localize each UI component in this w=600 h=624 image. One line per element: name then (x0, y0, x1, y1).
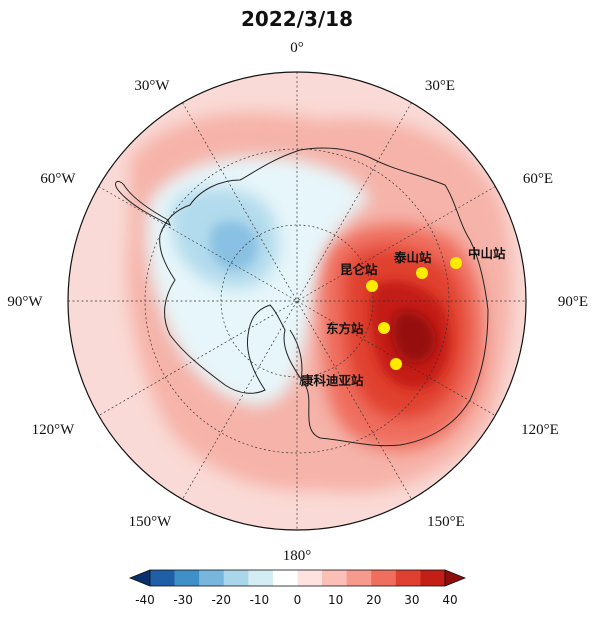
colorbar-cell (420, 570, 446, 586)
colorbar-cell (272, 570, 298, 586)
lon-label-60w: 60°W (40, 171, 76, 187)
lon-label-30w: 30°W (134, 78, 170, 94)
lon-label-180: 180° (283, 548, 312, 564)
colorbar-tick-label: 20 (366, 593, 381, 607)
colorbar-cell (346, 570, 372, 586)
station-label-vostok: 东方站 (326, 321, 364, 336)
colorbar-cell (248, 570, 274, 586)
colorbar-left-tip (128, 569, 151, 587)
lon-label-150e: 150°E (427, 514, 465, 530)
station-marker-kunlun[interactable] (366, 280, 378, 292)
lon-label-0: 0° (290, 40, 304, 56)
stations: 昆仑站 泰山站 中山站 东方站 康科迪亚站 (301, 246, 506, 388)
lon-label-90e: 90°E (558, 294, 588, 310)
station-label-taishan: 泰山站 (393, 250, 432, 265)
colorbar-tick-label: 40 (442, 593, 457, 607)
lon-label-120w: 120°W (32, 422, 75, 438)
colorbar-tick-label: 10 (328, 593, 343, 607)
graticule (68, 72, 526, 530)
station-marker-zhongshan[interactable] (450, 257, 462, 269)
colorbar-cell (150, 570, 175, 586)
colorbar-cell (395, 570, 421, 586)
station-label-zhongshan: 中山站 (468, 246, 506, 261)
lon-label-150w: 150°W (129, 514, 172, 530)
lon-label-60e: 60°E (523, 171, 553, 187)
lon-label-90w: 90°W (7, 294, 43, 310)
lon-label-120e: 120°E (521, 422, 559, 438)
map-title: 2022/3/18 (241, 7, 353, 31)
colorbar-ticks: -40 -30 -20 -10 0 10 20 30 40 (135, 593, 457, 607)
colorbar-tick-label: -40 (135, 593, 155, 607)
colorbar-tick-label: -10 (250, 593, 270, 607)
colorbar-cell (371, 570, 397, 586)
colorbar-tick-label: 0 (294, 593, 302, 607)
colorbar: -40 -30 -20 -10 0 10 20 30 40 (128, 569, 467, 607)
map-boundary (67, 71, 527, 531)
station-marker-taishan[interactable] (416, 267, 428, 279)
station-label-concordia: 康科迪亚站 (301, 373, 364, 388)
colorbar-tick-label: -30 (173, 593, 193, 607)
colorbar-right-tip (444, 569, 467, 587)
colorbar-cell (199, 570, 225, 586)
colorbar-tick-label: -20 (211, 593, 231, 607)
colorbar-cell (322, 570, 347, 586)
colorbar-cell (297, 570, 323, 586)
lon-label-30e: 30°E (425, 78, 455, 94)
colorbar-cell (223, 570, 249, 586)
colorbar-cells (150, 570, 446, 586)
colorbar-cell (174, 570, 200, 586)
station-label-kunlun: 昆仑站 (340, 262, 378, 277)
colorbar-frame (149, 569, 446, 587)
station-marker-vostok[interactable] (378, 322, 390, 334)
station-marker-concordia[interactable] (390, 358, 402, 370)
colorbar-tick-label: 30 (404, 593, 419, 607)
